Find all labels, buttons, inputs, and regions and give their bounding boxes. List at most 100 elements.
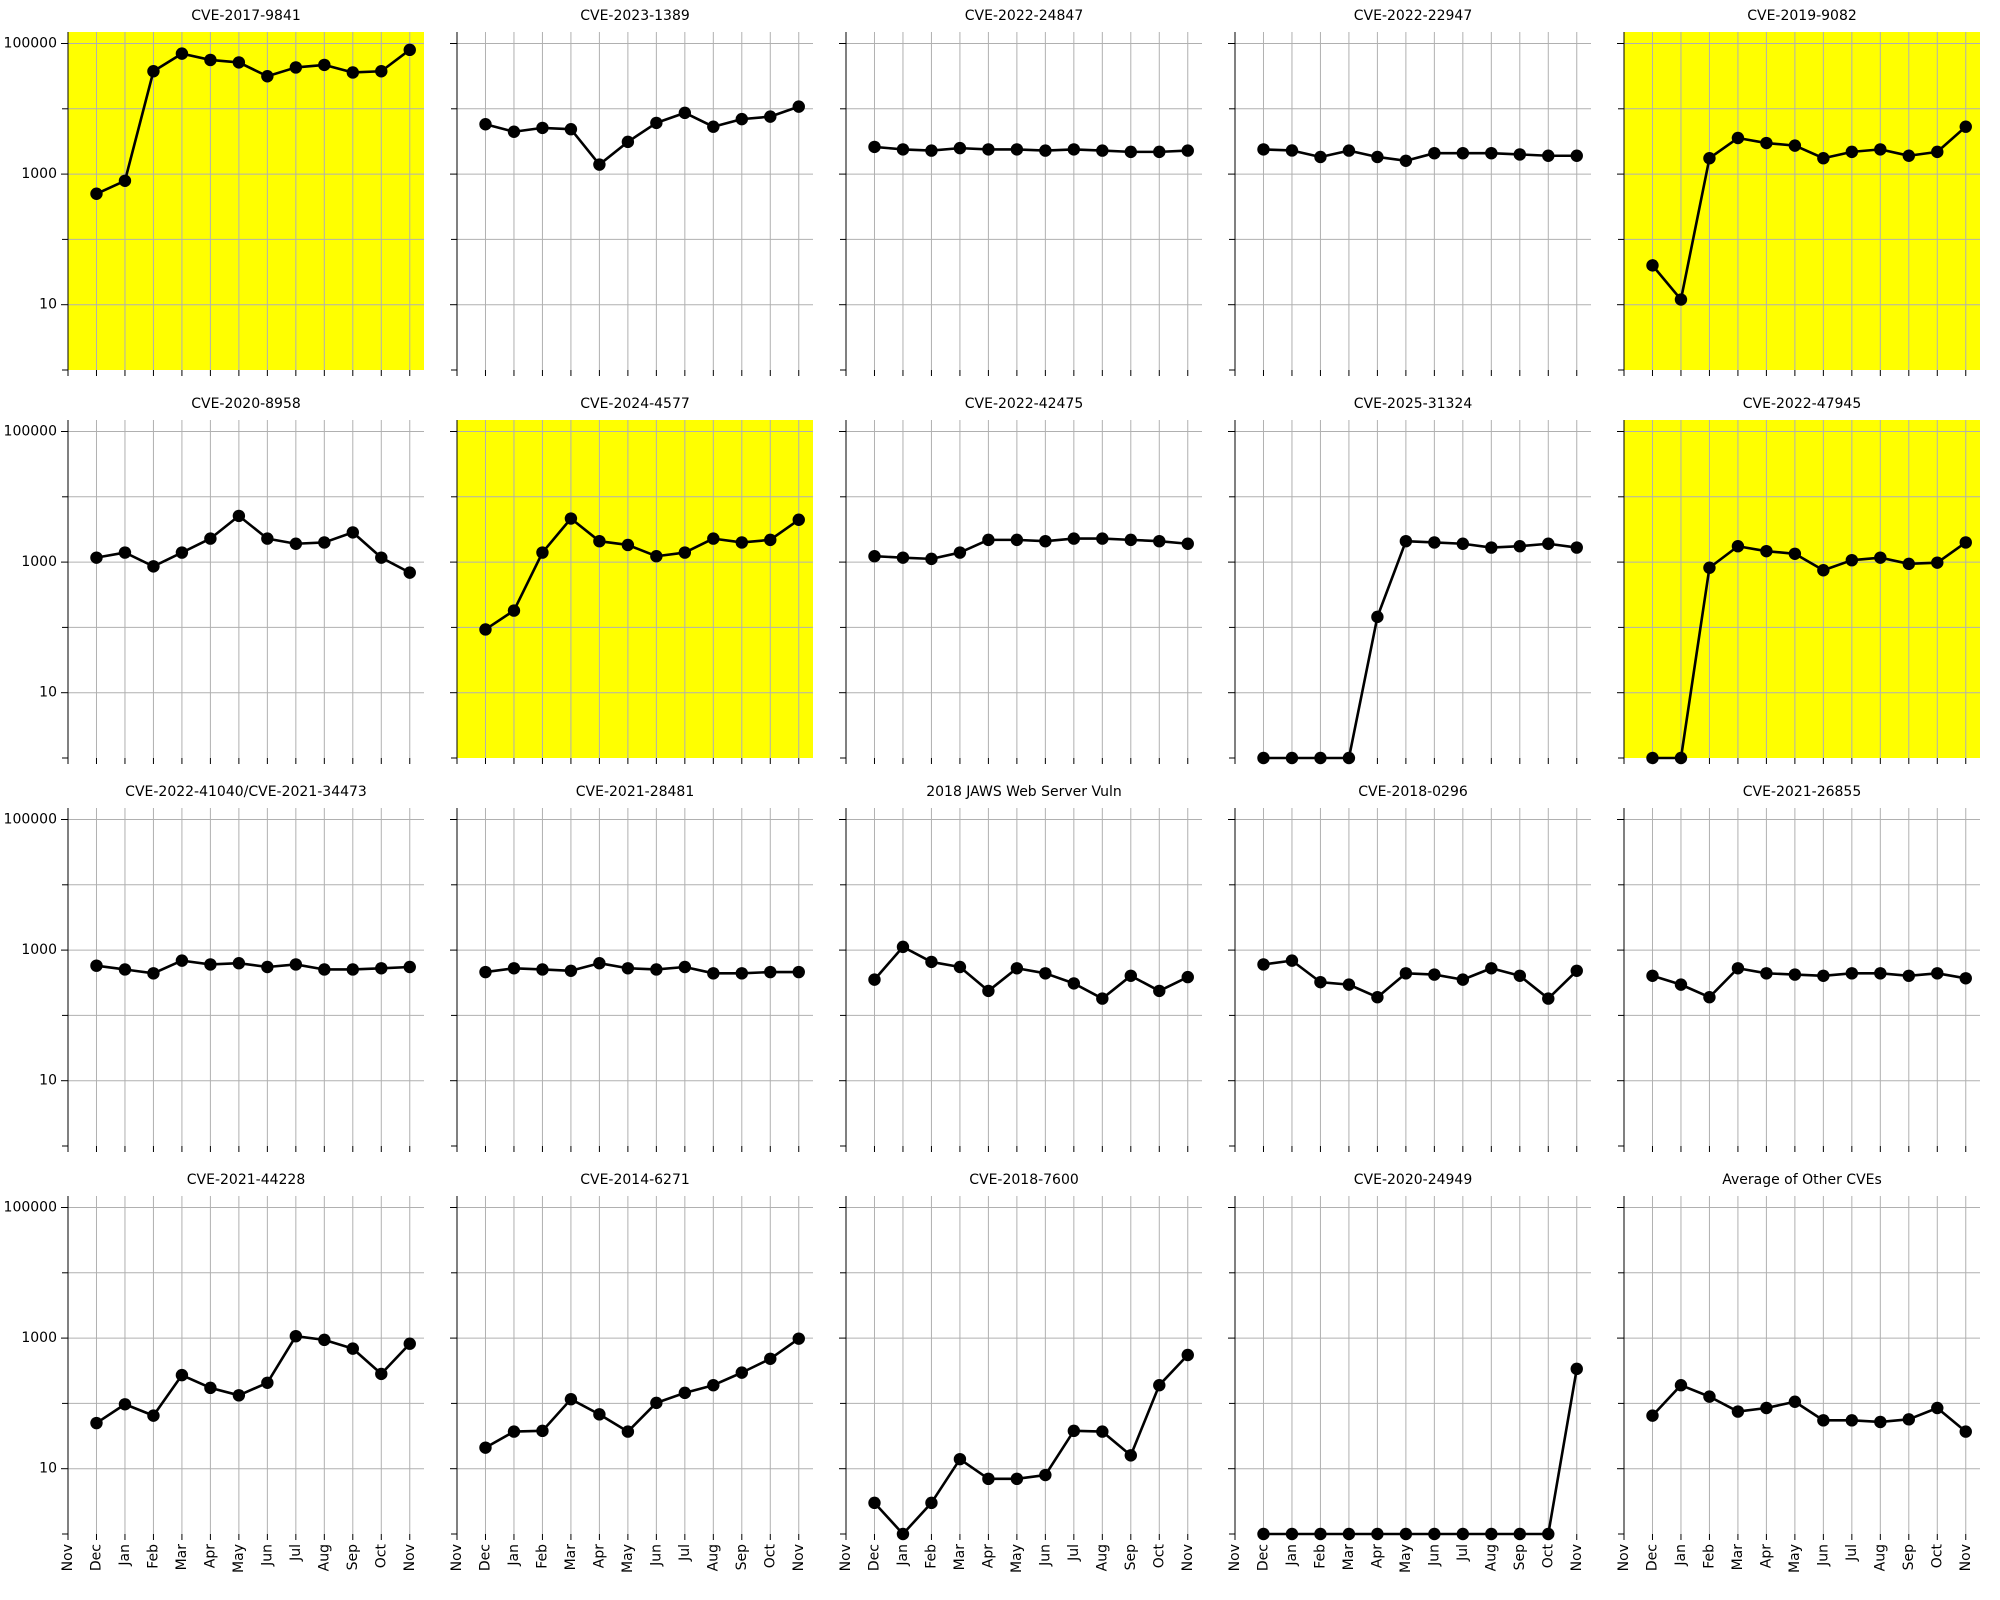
point [621,135,635,149]
panel-background [1235,420,1591,758]
panel-background [1624,32,1980,370]
panel-background [68,32,424,370]
point [346,963,359,976]
point [318,536,331,549]
panel-title: CVE-2021-28481 [576,784,694,800]
panel-background [1235,808,1591,1146]
point [90,1416,103,1430]
x-tick-label: Nov [791,1544,807,1571]
point [289,958,303,971]
point [1342,978,1356,991]
point [1428,1527,1441,1541]
point [1153,1378,1166,1392]
point [593,957,606,970]
point [536,963,549,976]
point [1874,551,1887,564]
panel-title: CVE-2014-6271 [580,1172,690,1188]
point [707,1378,720,1392]
panel-title: CVE-2021-44228 [187,1172,305,1188]
x-tick-label: May [1009,1544,1025,1573]
point [621,1425,635,1438]
x-tick-label: Nov [1958,1544,1974,1571]
point [1153,984,1166,998]
point [1731,131,1745,145]
point [1181,970,1194,984]
point [289,1329,303,1343]
point [1257,958,1270,971]
point [1513,1527,1527,1541]
point [479,118,492,131]
point [1731,540,1745,553]
panel-title: CVE-2023-1389 [580,8,690,24]
x-tick-label: Oct [1540,1544,1556,1569]
point [261,960,274,974]
panel-title: CVE-2022-47945 [1743,396,1861,412]
point [1674,293,1688,306]
point [1314,150,1327,164]
x-tick-label: Mar [563,1544,579,1571]
point [1399,154,1413,167]
point [764,110,777,123]
x-tick-label: May [231,1544,247,1573]
panel-background [846,420,1202,758]
panel-title: CVE-2018-7600 [969,1172,1079,1188]
point [1513,148,1527,161]
point [204,532,217,545]
point [925,955,938,969]
point [1731,962,1745,975]
point [707,532,720,545]
point [1399,1527,1413,1541]
point [318,963,331,976]
x-tick-label: Jun [1426,1544,1442,1567]
point [1257,1527,1270,1541]
point [346,1342,359,1355]
point [678,960,692,974]
x-tick-label: Feb [1312,1544,1328,1569]
point [868,140,881,154]
panel-background [1624,808,1980,1146]
point [1257,751,1270,765]
panel-background [846,32,1202,370]
point [507,125,521,138]
point [1428,146,1441,160]
point [90,959,103,972]
series-line [873,1354,1189,1536]
point [1817,564,1830,577]
point [1646,751,1659,765]
point [1902,969,1916,983]
point [1039,144,1052,157]
point [564,964,578,977]
x-tick-label: Jul [288,1544,304,1562]
point [1845,553,1859,567]
point [593,1408,606,1421]
point [1485,962,1498,975]
y-tick-label: 1000 [21,942,57,958]
x-tick-label: May [1787,1544,1803,1573]
point [118,546,132,559]
point [925,1496,938,1510]
point [479,965,492,979]
point [261,70,274,83]
point [1542,992,1555,1005]
x-tick-label: Sep [1512,1544,1528,1571]
x-tick-label: Nov [1569,1544,1585,1571]
x-tick-label: May [1398,1544,1414,1573]
point [536,1424,549,1438]
point [1342,144,1356,157]
point [261,1376,274,1389]
x-tick-label: Apr [591,1544,607,1568]
panel-title: CVE-2020-8958 [191,396,301,412]
point [1153,145,1166,159]
x-tick-label: Feb [534,1544,550,1569]
point [896,143,910,156]
point [868,550,881,563]
y-tick-label: 1000 [21,166,57,182]
point [1931,1401,1944,1415]
point [1902,557,1916,571]
point [289,537,303,550]
panel-background [846,808,1202,1146]
point [1096,532,1109,545]
point [479,623,492,636]
point [707,967,720,980]
panel-background [457,1196,813,1534]
